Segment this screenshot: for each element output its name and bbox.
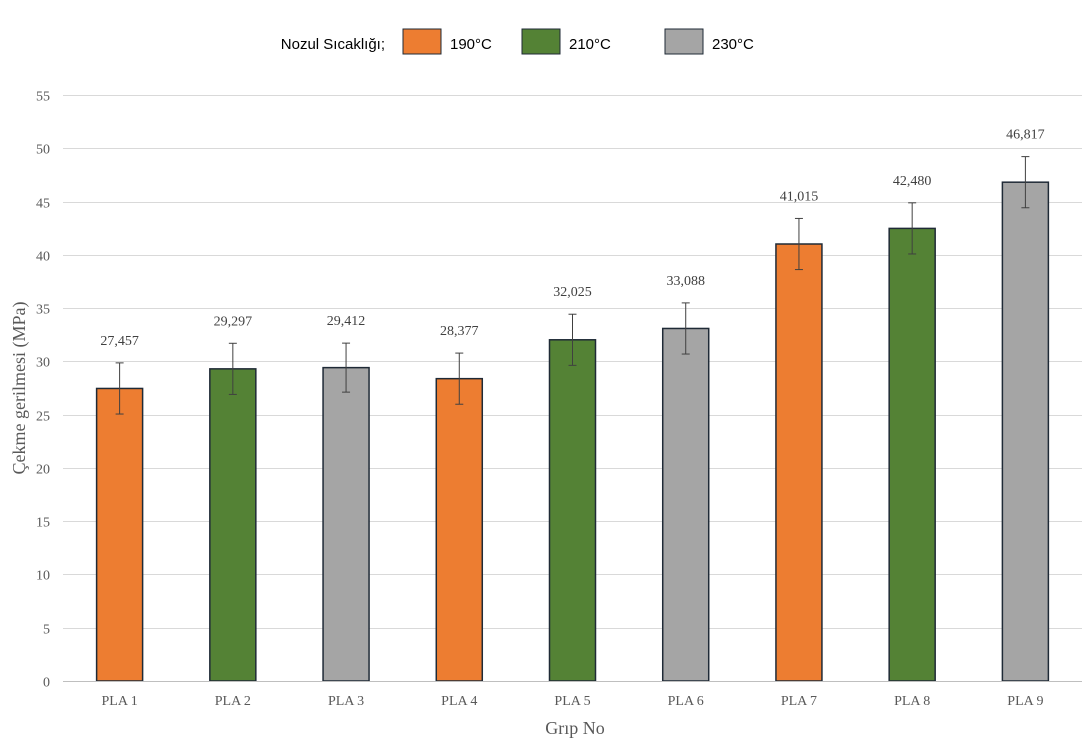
error-bars <box>115 156 1030 415</box>
legend-swatch <box>402 28 442 55</box>
x-tick-label: PLA 3 <box>328 694 364 709</box>
y-tick-label: 35 <box>36 303 50 318</box>
legend-label: 230°C <box>712 36 754 53</box>
legend-label: 190°C <box>450 36 492 53</box>
value-label: 42,480 <box>893 174 932 189</box>
bar <box>1001 181 1050 682</box>
x-tick-label: PLA 6 <box>668 694 704 709</box>
bar <box>661 327 710 682</box>
y-tick-label: 25 <box>36 410 50 425</box>
y-tick-label: 0 <box>43 676 50 691</box>
bar <box>435 377 484 682</box>
bar <box>322 366 370 682</box>
y-tick-label: 5 <box>43 623 50 638</box>
bar <box>888 227 936 682</box>
legend-swatch <box>521 28 561 55</box>
x-tick-label: PLA 5 <box>554 694 590 709</box>
bar <box>775 243 823 682</box>
x-tick-label: PLA 7 <box>781 694 817 709</box>
value-label: 29,412 <box>327 314 366 329</box>
value-label: 32,025 <box>553 285 592 300</box>
y-tick-label: 20 <box>36 463 50 478</box>
x-tick-label: PLA 8 <box>894 694 930 709</box>
legend: Nozul Sıcaklığı; 190°C 210°C 230°C <box>281 28 754 55</box>
y-tick-label: 45 <box>36 197 50 212</box>
value-label: 46,817 <box>1006 128 1045 143</box>
y-tick-label: 30 <box>36 356 50 371</box>
y-tick-label: 55 <box>36 90 50 105</box>
bar <box>548 339 597 682</box>
x-tick-label: PLA 2 <box>215 694 251 709</box>
y-axis-ticks: 0 5 10 15 20 25 30 35 40 45 50 55 <box>36 90 50 691</box>
value-label: 29,297 <box>214 314 253 329</box>
value-label: 41,015 <box>780 189 819 204</box>
x-axis-title: Grıp No <box>545 718 605 738</box>
y-tick-label: 50 <box>36 143 50 158</box>
legend-title: Nozul Sıcaklığı; <box>281 36 385 53</box>
legend-label: 210°C <box>569 36 611 53</box>
x-axis-ticks: PLA 1 PLA 2 PLA 3 PLA 4 PLA 5 PLA 6 PLA 7 PLA 8… <box>102 694 1044 709</box>
bars <box>95 181 1050 682</box>
y-axis-title: Çekme gerilmesi (MPa) <box>9 302 30 475</box>
x-tick-label: PLA 4 <box>441 694 477 709</box>
value-label: 33,088 <box>666 274 705 289</box>
value-label: 27,457 <box>100 334 139 349</box>
legend-swatch <box>664 28 704 55</box>
value-labels: 27,457 29,297 29,412 28,377 32,025 33,088 41,0… <box>100 128 1044 349</box>
value-label: 28,377 <box>440 324 479 339</box>
x-tick-label: PLA 1 <box>102 694 138 709</box>
y-tick-label: 15 <box>36 516 50 531</box>
y-tick-label: 40 <box>36 250 50 265</box>
x-tick-label: PLA 9 <box>1007 694 1043 709</box>
bar <box>209 368 257 682</box>
bar <box>95 387 144 682</box>
y-tick-label: 10 <box>36 569 50 584</box>
